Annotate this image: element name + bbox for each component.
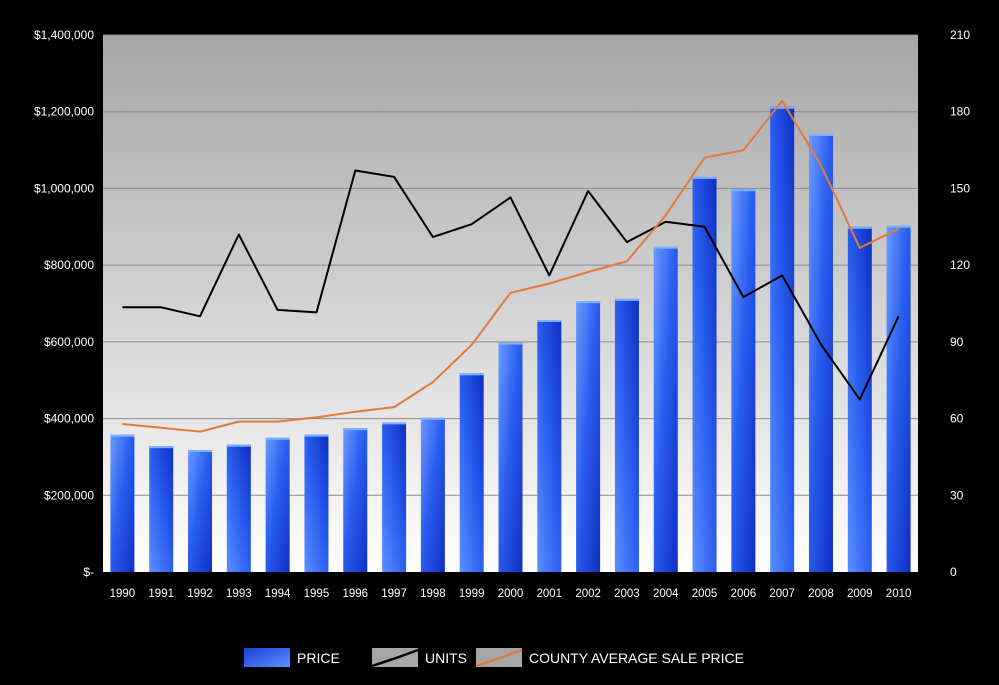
x-tick-label-2010: 2010 — [886, 588, 912, 600]
x-tick-label-2009: 2009 — [847, 588, 873, 600]
legend-label-units: UNITS — [425, 650, 467, 666]
bar-cap-2010 — [886, 225, 911, 228]
right-axis: 0 30 60 90 120 150 180 210 — [950, 28, 970, 579]
bar-cap-2002 — [576, 301, 601, 304]
bar-cap-1994 — [265, 437, 290, 440]
left-tick-label: $1,400,000 — [34, 28, 94, 42]
bar-price-1993 — [226, 444, 251, 572]
bar-cap-2007 — [770, 106, 795, 109]
x-tick-label-2003: 2003 — [614, 588, 640, 600]
bar-cap-2008 — [808, 133, 833, 136]
left-axis: $- $200,000 $400,000 $600,000 $800,000 $1,000… — [34, 28, 94, 579]
bar-price-2003 — [614, 298, 639, 572]
legend-swatch-county-line — [475, 648, 523, 668]
left-tick-label: $1,000,000 — [34, 181, 94, 195]
legend-item-price: PRICE — [244, 648, 340, 667]
bar-cap-1991 — [149, 446, 174, 449]
bar-price-1996 — [343, 428, 368, 572]
bar-price-1999 — [459, 373, 484, 572]
bar-price-2008 — [808, 133, 833, 572]
right-tick-label: 0 — [950, 565, 957, 579]
bar-price-2006 — [731, 189, 756, 572]
bar-cap-2000 — [498, 342, 523, 345]
bar-cap-1990 — [110, 434, 135, 437]
x-tick-label-1995: 1995 — [304, 588, 330, 600]
x-tick-label-2000: 2000 — [498, 588, 524, 600]
legend-label-price: PRICE — [297, 650, 340, 666]
left-tick-label: $- — [83, 565, 94, 579]
bar-price-2010 — [886, 225, 911, 572]
bar-price-2004 — [653, 246, 678, 572]
bar-price-1991 — [149, 446, 174, 572]
left-tick-label: $200,000 — [44, 488, 94, 502]
legend-swatch-units-line — [371, 648, 419, 668]
bar-cap-1999 — [459, 373, 484, 376]
right-tick-label: 150 — [950, 181, 970, 195]
bar-price-2005 — [692, 176, 717, 572]
left-tick-label: $1,200,000 — [34, 105, 94, 119]
x-tick-label-1993: 1993 — [226, 588, 252, 600]
x-tick-label-1996: 1996 — [342, 588, 368, 600]
right-tick-label: 210 — [950, 28, 970, 42]
x-tick-label-2001: 2001 — [537, 588, 563, 600]
bar-price-2001 — [537, 319, 562, 572]
series-lines — [122, 100, 900, 433]
legend-swatch-price — [244, 648, 290, 667]
bar-price-2000 — [498, 342, 523, 572]
x-tick-label-1991: 1991 — [148, 588, 174, 600]
bar-price-2002 — [576, 301, 601, 572]
bar-cap-1996 — [343, 428, 368, 431]
line-county-average-sale-price — [122, 100, 900, 433]
bar-price-2007 — [770, 106, 795, 573]
x-tick-label-1998: 1998 — [420, 588, 446, 600]
bar-cap-1992 — [188, 450, 213, 453]
left-tick-label: $600,000 — [44, 335, 94, 349]
price-bars — [110, 106, 911, 573]
right-tick-label: 180 — [950, 105, 970, 119]
x-tick-label-2007: 2007 — [769, 588, 795, 600]
bar-cap-2006 — [731, 189, 756, 192]
left-tick-label: $400,000 — [44, 412, 94, 426]
x-tick-label-1994: 1994 — [265, 588, 291, 600]
legend: PRICE UNITS COUNTY AVERAGE SALE PRICE — [244, 648, 744, 668]
bar-cap-1997 — [382, 422, 407, 425]
legend-label-county-average: COUNTY AVERAGE SALE PRICE — [529, 650, 744, 666]
right-tick-label: 90 — [950, 335, 964, 349]
legend-item-county-average: COUNTY AVERAGE SALE PRICE — [475, 648, 744, 668]
x-axis: 1990 1991 1992 1993 1994 1995 1996 1997 1998 1999… — [110, 588, 912, 600]
bar-cap-2005 — [692, 176, 717, 179]
x-tick-label-1997: 1997 — [381, 588, 407, 600]
bar-price-1998 — [420, 417, 445, 572]
bar-cap-1998 — [420, 417, 445, 420]
x-tick-label-1992: 1992 — [187, 588, 213, 600]
right-tick-label: 120 — [950, 258, 970, 272]
bar-price-1997 — [382, 422, 407, 572]
legend-item-units: UNITS — [371, 648, 467, 668]
bar-cap-1995 — [304, 434, 329, 437]
bar-cap-1993 — [226, 444, 251, 447]
x-tick-label-2004: 2004 — [653, 588, 679, 600]
x-tick-label-2008: 2008 — [808, 588, 834, 600]
bar-cap-2009 — [847, 226, 872, 229]
x-tick-label-2006: 2006 — [731, 588, 757, 600]
bar-cap-2003 — [614, 298, 639, 301]
bar-price-1992 — [188, 450, 213, 572]
right-tick-label: 30 — [950, 488, 964, 502]
bar-cap-2001 — [537, 319, 562, 322]
x-tick-label-2002: 2002 — [575, 588, 601, 600]
right-tick-label: 60 — [950, 412, 964, 426]
bar-price-1995 — [304, 434, 329, 572]
bar-price-1994 — [265, 437, 290, 572]
x-tick-label-1999: 1999 — [459, 588, 485, 600]
x-tick-label-1990: 1990 — [110, 588, 136, 600]
x-tick-label-2005: 2005 — [692, 588, 718, 600]
left-tick-label: $800,000 — [44, 258, 94, 272]
line-units — [122, 169, 900, 401]
bar-cap-2004 — [653, 246, 678, 249]
bar-price-1990 — [110, 434, 135, 572]
